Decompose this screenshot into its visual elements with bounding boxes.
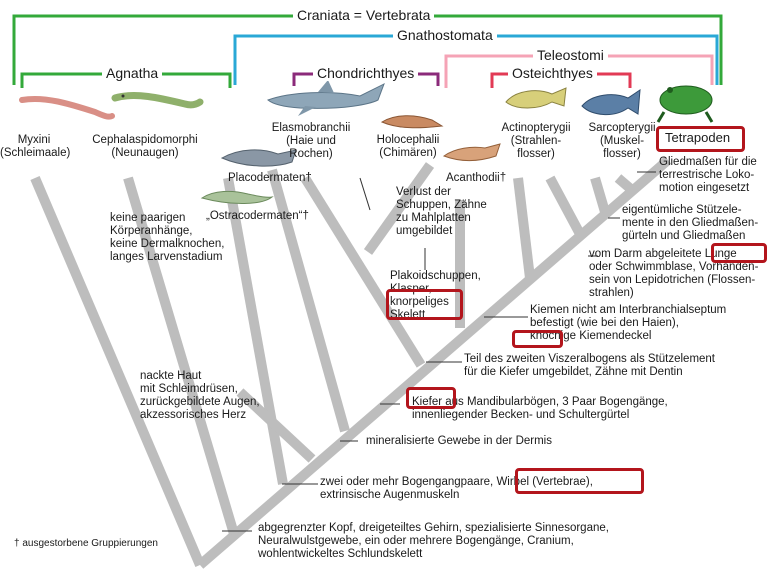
teleostomi-label: Teleostomi xyxy=(533,47,608,63)
taxon-ostracodermaten: „Ostracodermaten“† xyxy=(206,210,309,222)
ostracoderm-icon xyxy=(200,190,274,205)
acanthodian-icon xyxy=(442,143,501,161)
chondrichthyes-label: Chondrichthyes xyxy=(313,65,419,81)
craniata-label: Craniata = Vertebrata xyxy=(293,7,435,23)
gnathostomata-label: Gnathostomata xyxy=(393,27,497,43)
leader-lines xyxy=(222,171,656,532)
chimaera-icon xyxy=(380,115,444,129)
highlight-tetrapoden xyxy=(656,126,745,152)
character-limb-supports: eigentümliche Stützele- mente in den Gli… xyxy=(622,204,759,242)
taxon-placodermaten: Placodermaten† xyxy=(228,172,312,184)
character-gill-cover: Kiemen nicht am Interbranchialseptum bef… xyxy=(530,304,727,342)
bracket-gnathostomata xyxy=(233,34,719,85)
frog-icon xyxy=(656,85,714,123)
taxon-sarcopterygii: Sarcopterygii (Muskel- flosser) xyxy=(588,122,656,160)
placoderm-icon xyxy=(220,149,297,167)
highlight-lunge xyxy=(711,243,767,263)
taxon-myxini: Myxini (Schleimaale) xyxy=(0,134,71,159)
perch-icon xyxy=(505,87,567,109)
taxon-elasmobranchii: Elasmobranchii (Haie und Rochen) xyxy=(271,122,351,160)
hagfish-icon xyxy=(19,95,115,120)
character-lung-swimbladder: vom Darm abgeleitete Lunge oder Schwimmb… xyxy=(589,248,759,299)
character-holocephalii: Verlust der Schuppen, Zähne zu Mahlplatt… xyxy=(396,186,487,237)
footnote: † ausgestorbene Gruppierungen xyxy=(14,538,158,549)
highlight-wirbel xyxy=(515,468,644,494)
taxon-holocephalii: Holocephalii (Chimären) xyxy=(376,134,440,159)
highlight-knoechige xyxy=(512,330,563,348)
taxon-tetrapoden: Tetrapoden xyxy=(665,130,731,145)
character-mineralized-tissue: mineralisierte Gewebe in der Dermis xyxy=(366,435,552,447)
agnatha-label: Agnatha xyxy=(102,65,163,81)
taxon-actinopterygii: Actinopterygii (Strahlen- flosser) xyxy=(501,122,571,160)
coelacanth-icon xyxy=(581,89,641,115)
character-vertebrae: zwei oder mehr Bogengangpaare, Wirbel (V… xyxy=(320,476,593,501)
character-visceral-arch: Teil des zweiten Viszeralbogens als Stüt… xyxy=(464,353,716,378)
shark-icon xyxy=(267,80,385,116)
character-craniata: abgegrenzter Kopf, dreigeteiltes Gehirn,… xyxy=(258,522,609,560)
lamprey-icon xyxy=(111,92,204,109)
taxon-acanthodii: Acanthodii† xyxy=(446,172,507,184)
osteichthyes-label: Osteichthyes xyxy=(508,65,597,81)
character-chondrichthyes: Plakoidschuppen, Klasper, knorpeliges Sk… xyxy=(390,270,481,321)
highlight-kiefer xyxy=(406,387,456,409)
highlight-knorpeliges-skelett xyxy=(386,289,463,320)
character-agnatha: keine paarigen Körperanhänge, keine Derm… xyxy=(110,212,225,263)
character-jaws: Kiefer aus Mandibularbögen, 3 Paar Bogen… xyxy=(412,396,668,421)
character-limbs-locomotion: Gliedmaßen für die terrestrische Loko- m… xyxy=(659,156,757,194)
taxon-cephalaspidomorphi: Cephalaspidomorphi (Neunaugen) xyxy=(92,134,198,159)
character-myxini: nackte Haut mit Schleimdrüsen, zurückgeb… xyxy=(140,370,260,421)
